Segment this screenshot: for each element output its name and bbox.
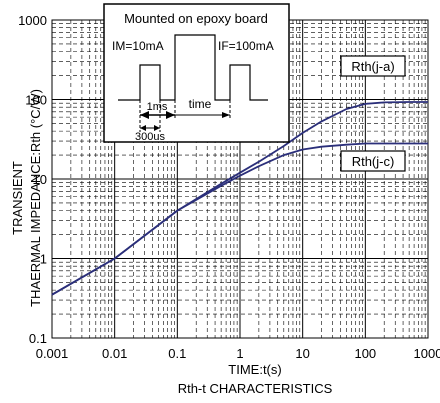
x-tick-label: 1000 (414, 346, 440, 361)
series-layer (51, 101, 428, 296)
y-tick-label: 10 (33, 172, 47, 187)
inset-time-label: time (189, 97, 212, 111)
x-tick-label: 100 (354, 346, 376, 361)
inset-arrowhead-300us-right (154, 125, 160, 131)
inset-diagram: Mounted on epoxy board IM=10mA IF=100mA … (103, 3, 290, 143)
inset-im-label: IM=10mA (112, 39, 164, 53)
inset-1ms-label: 1ms (147, 101, 168, 113)
x-tick-label: 0.01 (102, 346, 127, 361)
inset-if-label: IF=100mA (218, 39, 274, 53)
y-axis-label-line1: TRANSIENT (10, 161, 25, 235)
tick-labels: 0.001 0.01 0.1 1 10 100 1000 0.1 1 10 100 1000 (18, 13, 440, 361)
series-label-box (340, 55, 406, 77)
inset-arrowhead-300us-left (140, 125, 146, 131)
inset-300us-label: 300us (135, 131, 165, 143)
series-label-box (340, 150, 406, 172)
y-tick-label: 1000 (18, 13, 47, 28)
inset-pulse-waveform (118, 34, 268, 101)
x-tick-label: 10 (295, 346, 309, 361)
x-tick-label: 1 (236, 346, 243, 361)
inset-frame (103, 3, 290, 143)
series-line-rth-j-c (51, 142, 428, 296)
series-label: Rth(j-a) (351, 59, 394, 74)
y-tick-label: 1 (40, 252, 47, 267)
series-label: Rth(j-c) (352, 154, 395, 169)
inset-arrowhead-1ms-right (166, 111, 175, 119)
y-tick-label: 0.1 (29, 331, 47, 346)
x-axis-label: TIME:t(s) (228, 362, 281, 377)
y-axis-label-line2: THAERMAL IMPEDANCE:Rth (°C/W) (28, 89, 43, 307)
series-labels: Rth(j-a) Rth(j-c) (340, 55, 406, 172)
inset-arrowhead-time-right (222, 112, 230, 118)
x-tick-label: 0.001 (36, 346, 69, 361)
chart-title: Rth-t CHARACTERISTICS (178, 381, 333, 396)
inset-title: Mounted on epoxy board (124, 11, 268, 26)
y-tick-label: 100 (25, 93, 47, 108)
inset-arrowhead-1ms-left (140, 111, 149, 119)
x-tick-label: 0.1 (168, 346, 186, 361)
